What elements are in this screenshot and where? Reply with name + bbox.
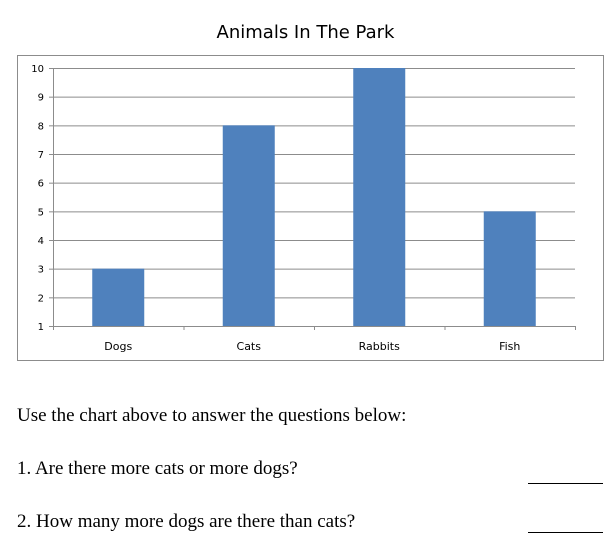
bar bbox=[92, 268, 145, 326]
x-tick-label: Cats bbox=[237, 340, 262, 353]
y-tick-label: 10 bbox=[31, 64, 44, 75]
chart-title: Animals In The Park bbox=[216, 22, 395, 43]
bar bbox=[222, 125, 275, 326]
instructions-text: Use the chart above to answer the questi… bbox=[17, 405, 407, 426]
question-1: 1. Are there more cats or more dogs? bbox=[17, 458, 298, 479]
x-tick-label: Dogs bbox=[104, 340, 132, 353]
chart-frame: 1 2 3 4 5 6 7 8 9 10 Dogs Cats Rabbits Fish bbox=[17, 55, 604, 361]
x-tick-label: Fish bbox=[499, 340, 520, 353]
y-tick-label: 6 bbox=[38, 179, 44, 190]
bar bbox=[483, 211, 536, 326]
y-tick-label: 3 bbox=[38, 265, 44, 276]
y-tick-label: 1 bbox=[38, 322, 44, 333]
y-tick-label: 4 bbox=[38, 236, 44, 247]
y-tick-label: 2 bbox=[38, 293, 44, 304]
question-2: 2. How many more dogs are there than cat… bbox=[17, 511, 356, 532]
y-tick-label: 7 bbox=[38, 150, 44, 161]
bar-chart: 1 2 3 4 5 6 7 8 9 10 Dogs Cats Rabbits Fish bbox=[31, 64, 576, 353]
answer-line-2[interactable] bbox=[528, 532, 603, 533]
y-tick-label: 5 bbox=[38, 207, 44, 218]
y-tick-label: 9 bbox=[38, 93, 44, 104]
y-tick-label: 8 bbox=[38, 121, 44, 132]
bar bbox=[353, 68, 406, 326]
answer-line-1[interactable] bbox=[528, 483, 603, 484]
x-tick-label: Rabbits bbox=[359, 340, 400, 353]
